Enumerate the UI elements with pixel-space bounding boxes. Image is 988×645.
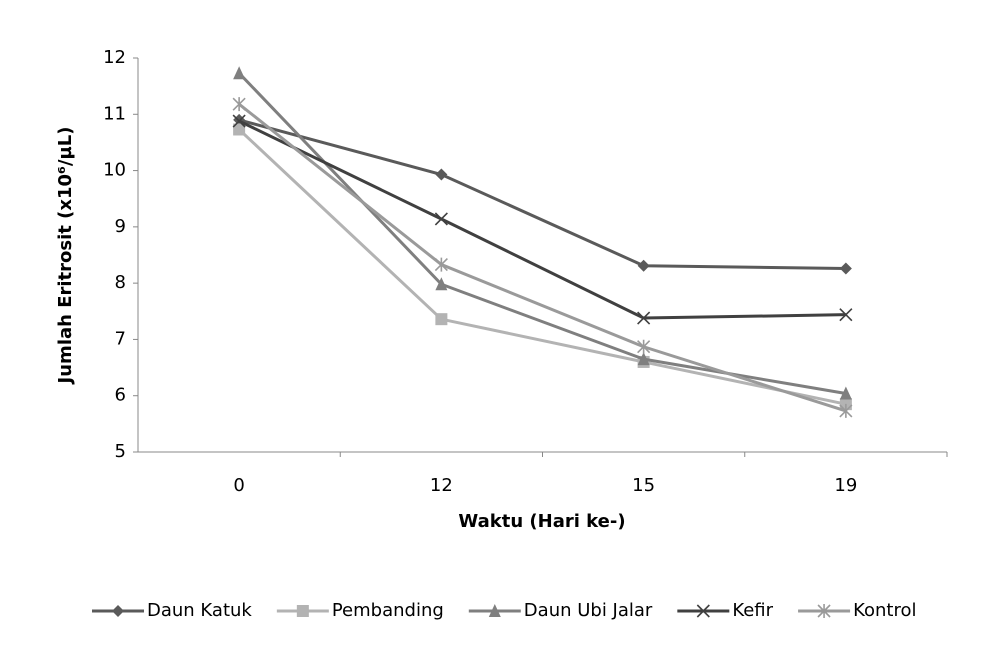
- marker: [434, 257, 448, 272]
- marker: [434, 212, 448, 226]
- legend-marker: [488, 604, 501, 617]
- x-tick-label: 19: [834, 475, 857, 496]
- legend-marker: [112, 605, 124, 617]
- marker: [435, 277, 448, 291]
- y-tick-label: 6: [115, 385, 126, 406]
- x-tick-label: 0: [233, 475, 244, 496]
- series-line: [238, 118, 846, 271]
- y-tick-label: 9: [115, 216, 126, 237]
- series-line: [238, 119, 846, 320]
- marker: [435, 168, 448, 181]
- legend-label: Pembanding: [332, 600, 444, 621]
- x-tick-label: 12: [430, 475, 453, 496]
- series-line: [238, 128, 847, 406]
- y-tick-label: 8: [115, 272, 126, 293]
- marker: [839, 386, 852, 400]
- marker: [839, 262, 852, 275]
- y-tick-label: 10: [103, 160, 126, 181]
- y-tick-label: 5: [115, 441, 126, 462]
- marker: [233, 66, 246, 80]
- series-line: [238, 102, 847, 413]
- legend-label: Kontrol: [853, 600, 916, 621]
- marker: [637, 352, 650, 366]
- x-axis-title: Waktu (Hari ke-): [458, 511, 625, 532]
- legend-marker: [696, 604, 710, 618]
- x-tick-label: 15: [632, 475, 655, 496]
- marker: [233, 123, 246, 136]
- series-line: [238, 72, 847, 395]
- marker: [839, 308, 853, 322]
- legend-label: Daun Ubi Jalar: [524, 600, 653, 621]
- y-tick-label: 12: [103, 47, 126, 68]
- legend-label: Kefir: [732, 600, 773, 621]
- marker: [232, 97, 246, 112]
- y-tick-label: 11: [103, 103, 126, 124]
- y-tick-label: 7: [115, 328, 126, 349]
- marker: [637, 311, 651, 325]
- legend-label: Daun Katuk: [147, 600, 252, 621]
- marker: [637, 339, 651, 354]
- marker: [839, 403, 853, 418]
- marker: [435, 313, 448, 326]
- marker: [232, 114, 246, 128]
- y-axis-title: Jumlah Eritrosit (x10⁶/µL): [55, 127, 76, 386]
- legend-marker: [296, 605, 309, 617]
- marker: [637, 259, 650, 272]
- legend-marker: [817, 604, 831, 618]
